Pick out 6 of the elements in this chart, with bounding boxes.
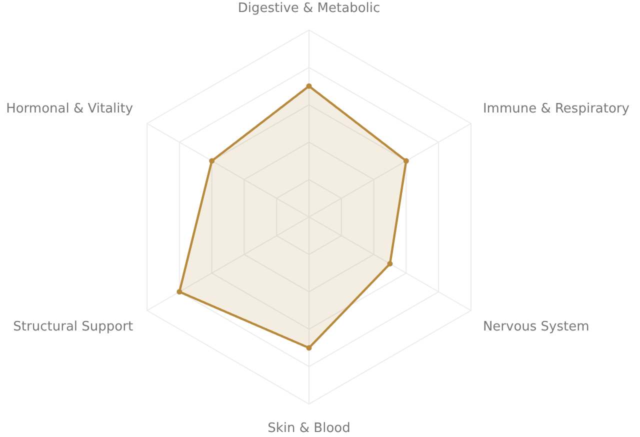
spoke-label: Hormonal & Vitality [6,102,134,116]
spoke-label: Nervous System [482,320,590,334]
spoke-label: Structural Support [13,320,134,334]
spoke-label: Digestive & Metabolic [238,1,380,16]
spoke-label: Immune & Respiratory [482,102,630,116]
spoke-label: Skin & Blood [268,421,350,436]
